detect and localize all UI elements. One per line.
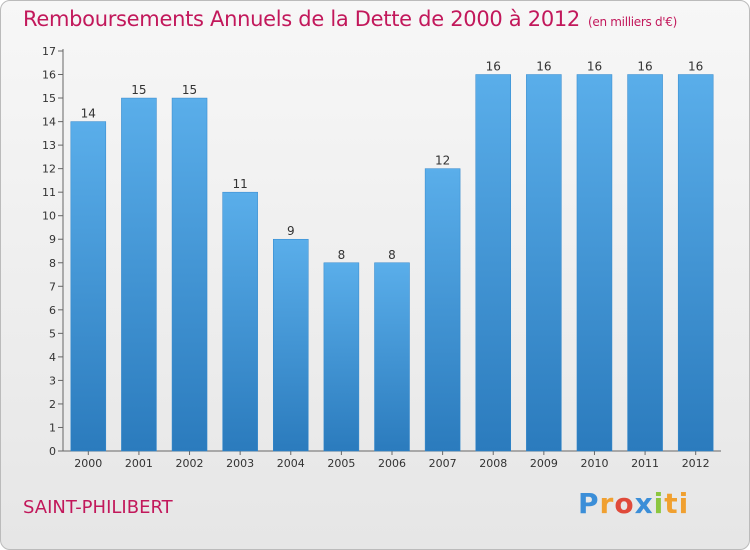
- x-tick-label: 2008: [479, 457, 507, 470]
- title-text: Remboursements Annuels de la Dette de 20…: [23, 7, 580, 31]
- x-tick-label: 2009: [530, 457, 558, 470]
- logo-letter: P: [578, 487, 600, 520]
- y-tick-label: 2: [49, 398, 56, 411]
- commune-name: SAINT-PHILIBERT: [23, 497, 173, 518]
- x-tick-label: 2001: [125, 457, 153, 470]
- y-tick-label: 16: [42, 69, 56, 82]
- bar: [677, 74, 714, 452]
- bar-value-label: 15: [182, 83, 197, 97]
- bar-value-label: 16: [536, 60, 551, 74]
- y-tick-label: 4: [49, 351, 56, 364]
- bar-value-label: 16: [587, 60, 602, 74]
- bar: [273, 238, 309, 452]
- bar: [121, 97, 157, 452]
- y-tick-label: 1: [49, 421, 56, 434]
- bar: [627, 74, 663, 452]
- data-labels: 14 15 15 11 9 8 8 12 16 16 16 16 16: [81, 60, 704, 262]
- bar: [526, 74, 562, 452]
- logo-letter: i: [653, 487, 665, 520]
- x-tick-label: 2007: [429, 457, 457, 470]
- x-tick-label: 2006: [378, 457, 406, 470]
- bar-value-label: 8: [388, 248, 396, 262]
- y-tick-label: 3: [49, 374, 56, 387]
- bar-series: [70, 74, 714, 452]
- bar: [323, 262, 360, 452]
- bar: [475, 74, 511, 452]
- y-tick-label: 12: [42, 163, 56, 176]
- bar-value-label: 9: [287, 224, 295, 238]
- y-tick-label: 6: [49, 304, 56, 317]
- logo-letter: o: [614, 487, 635, 520]
- bar-value-label: 16: [637, 60, 652, 74]
- bar: [374, 262, 410, 452]
- proxiti-logo: Proxiti: [578, 487, 689, 520]
- bar: [424, 168, 461, 452]
- x-tick-label: 2000: [74, 457, 102, 470]
- y-tick-label: 17: [42, 45, 56, 58]
- chart-subtitle: (en milliers d'€): [588, 15, 678, 29]
- x-tick-label: 2004: [277, 457, 305, 470]
- y-tick-label: 0: [49, 445, 56, 458]
- logo-letter: r: [599, 487, 615, 520]
- bar-value-label: 15: [131, 83, 146, 97]
- bar-value-label: 12: [435, 154, 450, 168]
- y-tick-label: 10: [42, 210, 56, 223]
- bar-value-label: 16: [688, 60, 703, 74]
- y-tick-label: 5: [49, 327, 56, 340]
- y-tick-label: 14: [42, 116, 56, 129]
- x-tick-label: 2012: [682, 457, 710, 470]
- chart-title: Remboursements Annuels de la Dette de 20…: [23, 7, 677, 31]
- logo-letter: ti: [664, 487, 690, 520]
- bar-value-label: 11: [233, 177, 248, 191]
- logo-letter: x: [634, 487, 654, 520]
- bar-value-label: 8: [338, 248, 346, 262]
- y-tick-label: 11: [42, 186, 56, 199]
- y-tick-label: 15: [42, 92, 56, 105]
- bar-value-label: 16: [486, 60, 501, 74]
- x-tick-label: 2011: [631, 457, 659, 470]
- y-tick-label: 7: [49, 280, 56, 293]
- bar: [222, 191, 258, 452]
- y-tick-label: 13: [42, 139, 56, 152]
- bar: [171, 97, 208, 452]
- y-tick-label: 8: [49, 257, 56, 270]
- y-tick-label: 9: [49, 233, 56, 246]
- x-tick-label: 2002: [176, 457, 204, 470]
- x-tick-label: 2003: [226, 457, 254, 470]
- x-tick-label: 2010: [580, 457, 608, 470]
- bar-value-label: 14: [81, 107, 96, 121]
- bar: [70, 121, 107, 452]
- bar: [576, 74, 613, 452]
- x-tick-label: 2005: [327, 457, 355, 470]
